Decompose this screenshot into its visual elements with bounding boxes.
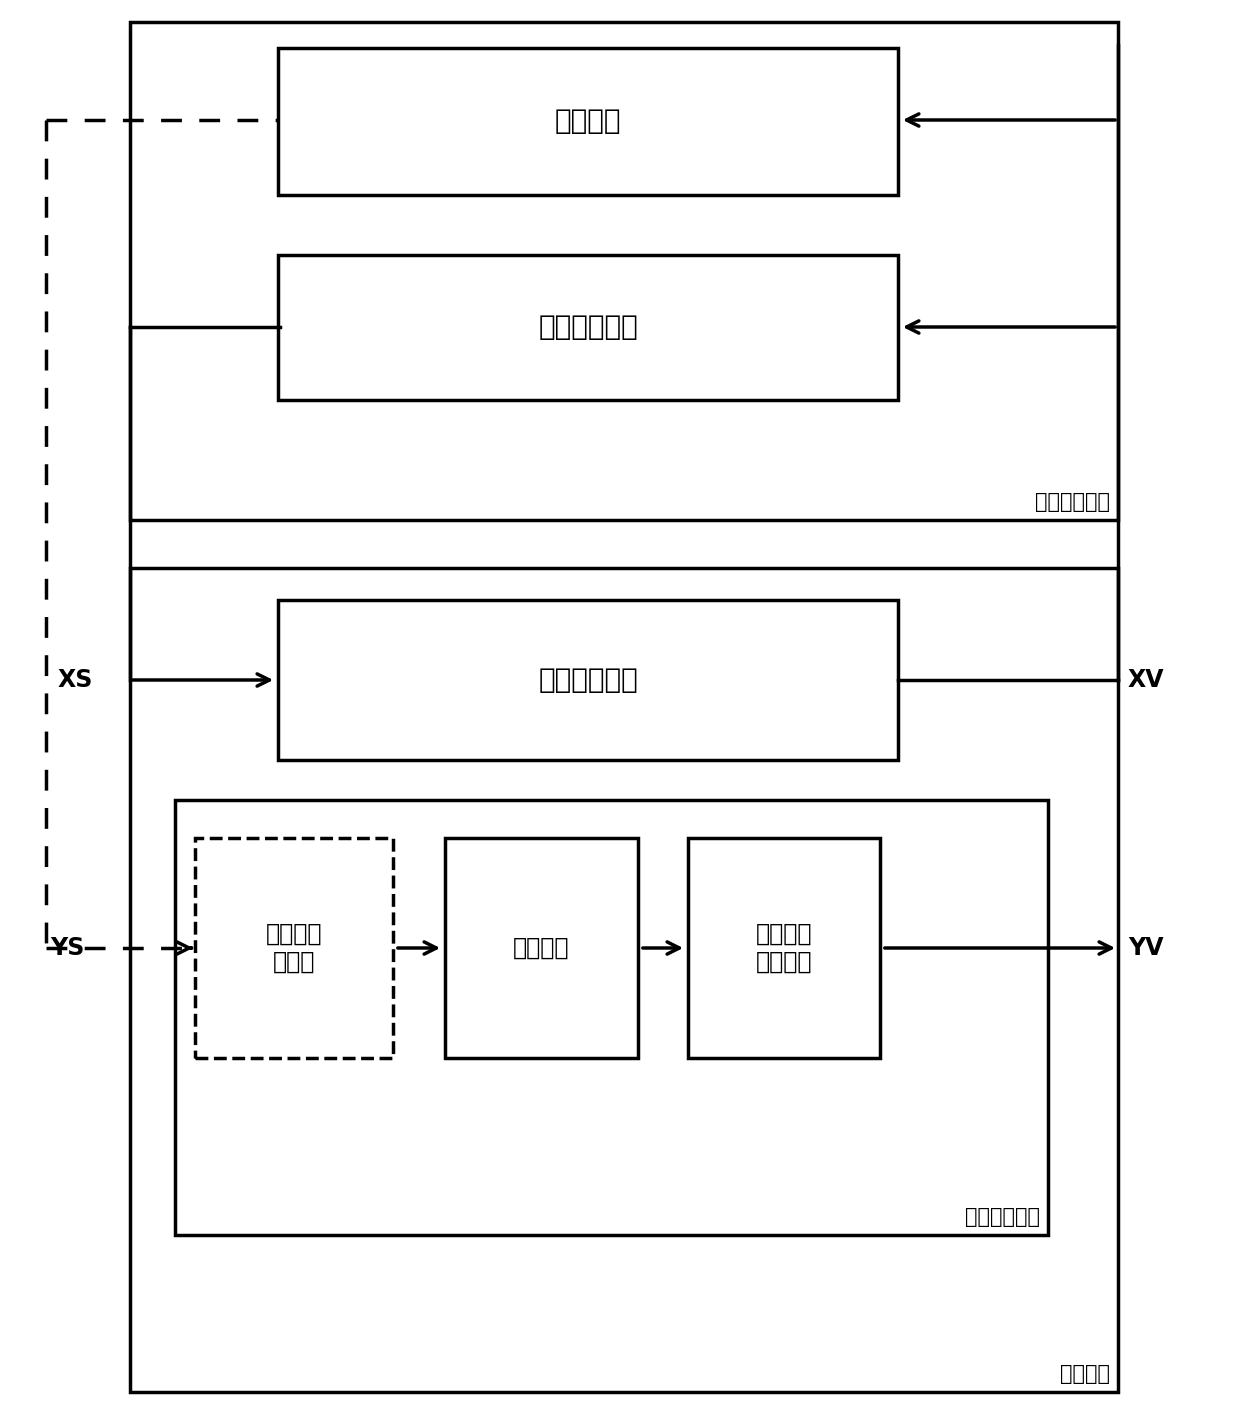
Bar — [278, 48, 898, 195]
Bar — [175, 801, 1048, 1236]
Bar — [130, 568, 1118, 1392]
Text: 陀螺测控电路: 陀螺测控电路 — [1035, 491, 1110, 513]
Bar — [688, 837, 880, 1058]
Bar — [278, 256, 898, 400]
Text: 检测回路: 检测回路 — [554, 107, 621, 136]
Text: YV: YV — [1128, 936, 1163, 960]
Text: 检测轴向结构: 检测轴向结构 — [965, 1207, 1040, 1227]
Text: 检测位移
提取结构: 检测位移 提取结构 — [755, 922, 812, 974]
Bar — [130, 23, 1118, 520]
Text: YS: YS — [50, 936, 84, 960]
Text: 驱动轴向结构: 驱动轴向结构 — [538, 666, 637, 695]
Text: 检测力反
馈结构: 检测力反 馈结构 — [265, 922, 322, 974]
Text: 哥氏质量: 哥氏质量 — [513, 936, 569, 960]
Text: XV: XV — [1128, 668, 1164, 692]
Text: 驱动闭环回路: 驱动闭环回路 — [538, 313, 637, 342]
Bar — [278, 600, 898, 760]
Text: XS: XS — [58, 668, 93, 692]
Text: 陀螺结构: 陀螺结构 — [1060, 1364, 1110, 1384]
Bar — [195, 837, 393, 1058]
Bar — [445, 837, 639, 1058]
